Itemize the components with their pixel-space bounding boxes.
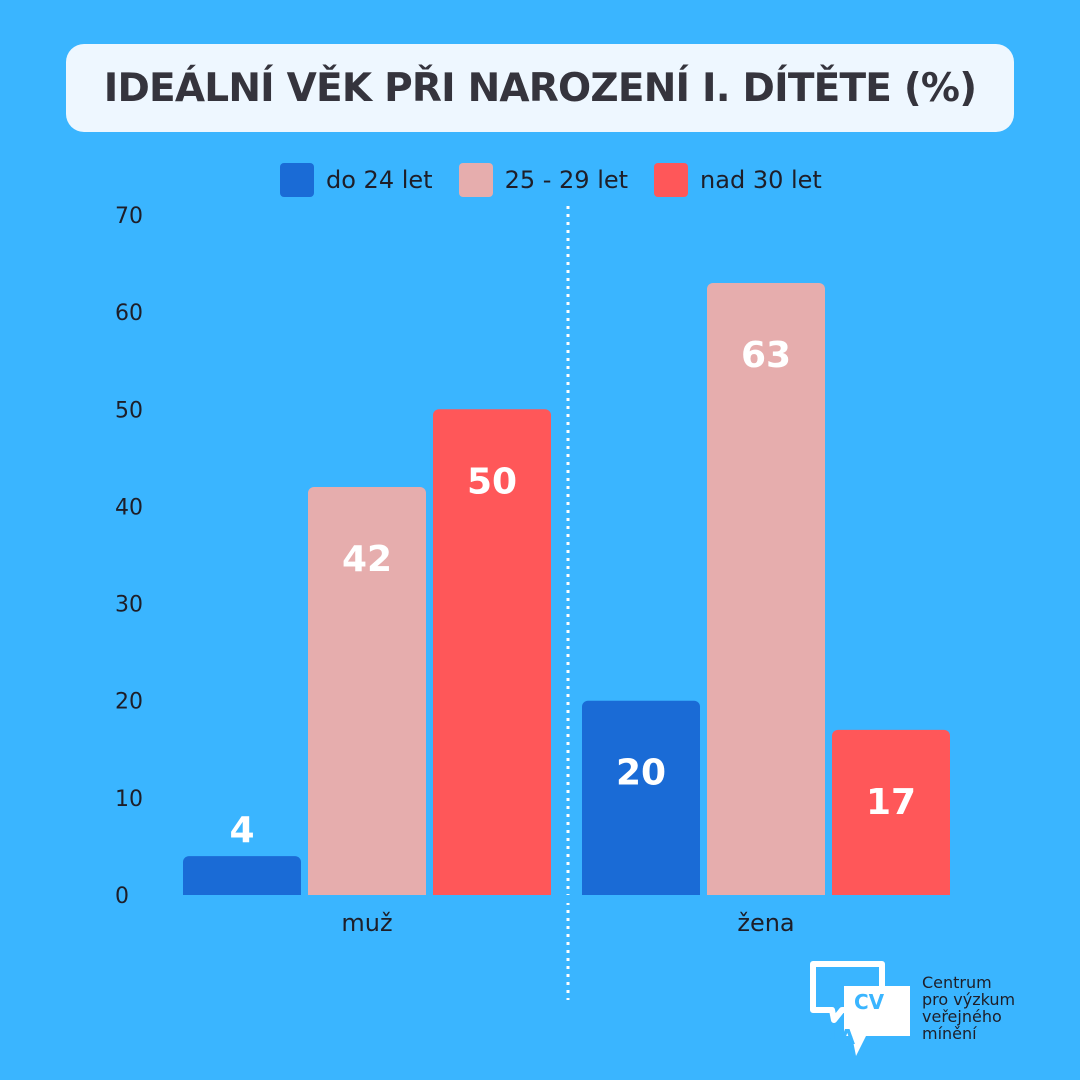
bar-value-label: 17 xyxy=(866,782,916,823)
legend-swatch xyxy=(280,163,314,197)
y-tick-label: 0 xyxy=(115,884,129,909)
logo-line: veřejného xyxy=(922,1007,1002,1026)
legend: do 24 let 25 - 29 let nad 30 let xyxy=(280,162,848,198)
svg-text:CV: CV xyxy=(854,990,885,1014)
bar xyxy=(433,409,551,901)
legend-label: nad 30 let xyxy=(700,166,822,194)
y-tick-label: 10 xyxy=(115,787,143,812)
y-tick-label: 40 xyxy=(115,495,143,520)
bar-value-label: 50 xyxy=(467,461,517,502)
logo-line: Centrum xyxy=(922,973,992,992)
legend-label: 25 - 29 let xyxy=(504,166,629,194)
logo-text: Centrum pro výzkum veřejného mínění xyxy=(922,974,1015,1042)
y-tick-label: 20 xyxy=(115,690,143,715)
x-category-label: žena xyxy=(737,909,794,937)
chart-title: IDEÁLNÍ VĚK PŘI NAROZENÍ I. DÍTĚTE (%) xyxy=(103,65,977,111)
title-box: IDEÁLNÍ VĚK PŘI NAROZENÍ I. DÍTĚTE (%) xyxy=(66,44,1014,132)
bar-value-label: 63 xyxy=(741,335,791,376)
cvvm-logo-mark: CV VM xyxy=(810,961,910,1056)
svg-text:VM: VM xyxy=(820,1024,855,1048)
y-tick-label: 70 xyxy=(115,204,143,229)
baseline-mask xyxy=(170,895,970,903)
legend-swatch xyxy=(458,163,493,197)
cvvm-logo: CV VM Centrum pro výzkum veřejného míněn… xyxy=(810,960,1030,1064)
legend-item: nad 30 let xyxy=(654,163,822,197)
legend-label: do 24 let xyxy=(326,166,433,194)
y-tick-label: 50 xyxy=(115,398,143,423)
logo-line: pro výzkum xyxy=(922,990,1016,1009)
bar xyxy=(308,487,426,901)
legend-item: 25 - 29 let xyxy=(458,163,629,197)
bar-value-label: 42 xyxy=(342,539,392,580)
bar xyxy=(832,729,950,901)
legend-swatch xyxy=(654,163,689,197)
bar xyxy=(707,283,825,901)
y-tick-label: 30 xyxy=(115,593,143,618)
bar-value-label: 4 xyxy=(229,810,254,851)
bar xyxy=(183,856,301,901)
bar xyxy=(582,700,700,901)
legend-item: do 24 let xyxy=(280,163,433,197)
bar-value-label: 20 xyxy=(616,753,666,794)
logo-line: mínění xyxy=(922,1024,977,1043)
x-category-label: muž xyxy=(341,909,392,937)
y-tick-label: 60 xyxy=(115,301,143,326)
